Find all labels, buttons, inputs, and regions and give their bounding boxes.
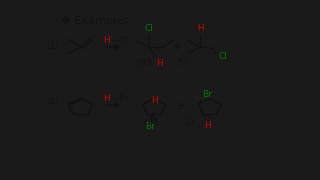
Text: Br: Br	[202, 90, 212, 99]
Text: H: H	[204, 121, 211, 130]
Text: —Br: —Br	[111, 94, 130, 103]
Text: Br: Br	[146, 122, 156, 131]
Text: Cl: Cl	[218, 52, 227, 61]
Text: (1): (1)	[46, 42, 59, 51]
Text: ❖ Examples: ❖ Examples	[60, 15, 128, 26]
Text: H: H	[197, 24, 204, 33]
Text: H: H	[156, 59, 163, 68]
Text: H: H	[104, 94, 110, 103]
Text: (98    :    2): (98 : 2)	[144, 118, 195, 127]
Text: H: H	[151, 96, 158, 105]
Text: +: +	[171, 40, 182, 53]
Text: H: H	[104, 36, 110, 45]
Text: (95    :    5): (95 : 5)	[137, 58, 188, 67]
Text: (2): (2)	[46, 97, 59, 106]
Text: Cl: Cl	[145, 24, 154, 33]
Text: —Cl: —Cl	[111, 36, 129, 45]
Text: +: +	[176, 99, 187, 112]
